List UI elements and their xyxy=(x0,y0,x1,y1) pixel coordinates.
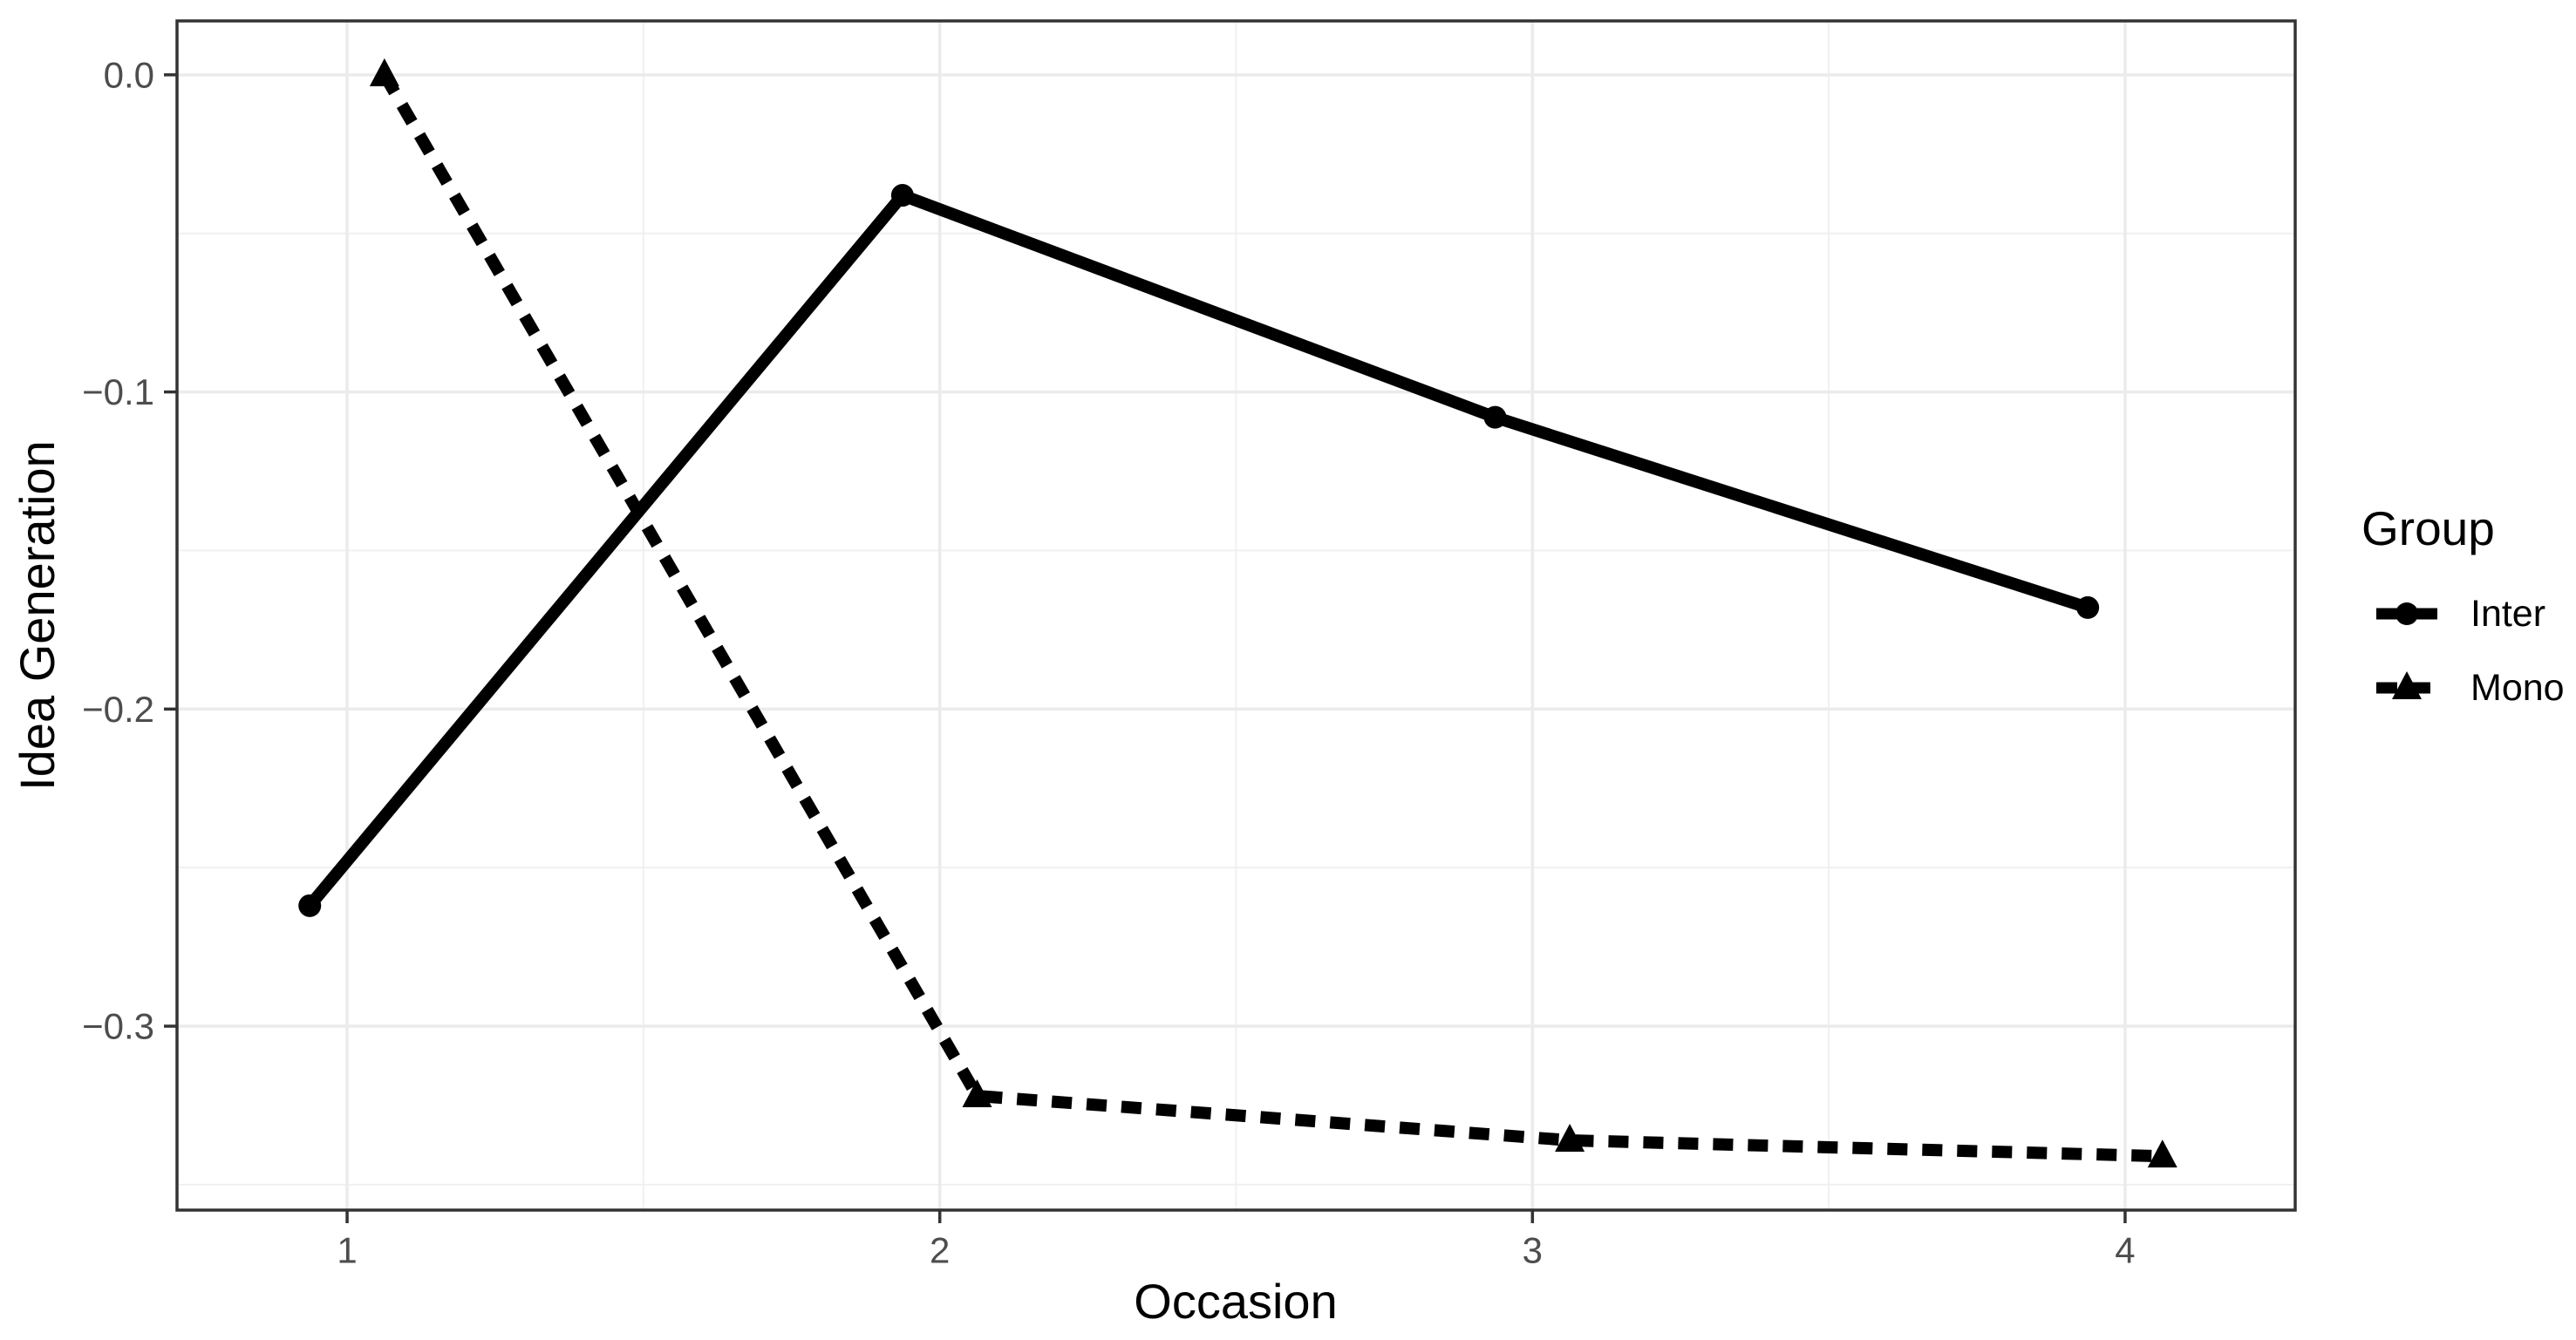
data-point-inter-occasion-3 xyxy=(1483,405,1507,429)
data-point-inter-occasion-2 xyxy=(890,184,914,207)
x-axis-title: Occasion xyxy=(1134,1274,1337,1329)
legend-label-mono: Mono xyxy=(2470,667,2565,709)
gridlines-major xyxy=(177,21,2295,1210)
data-point-inter-occasion-1 xyxy=(298,894,322,917)
axis-tick-marks xyxy=(164,73,2127,1223)
legend: Group Inter Mono xyxy=(2361,501,2565,709)
legend-entries: Inter Mono xyxy=(2376,593,2565,709)
data-series-layer xyxy=(298,58,2177,1168)
legend-entry-mono: Mono xyxy=(2376,667,2565,709)
legend-entry-inter: Inter xyxy=(2376,593,2545,635)
x-tick-label: 1 xyxy=(337,1230,357,1271)
data-point-mono-occasion-2 xyxy=(962,1079,992,1108)
data-point-mono-occasion-3 xyxy=(1555,1123,1585,1152)
y-tick-labels: 0.0 −0.1 −0.2 −0.3 xyxy=(82,54,154,1046)
series-line-mono xyxy=(378,71,2163,1163)
x-tick-label: 4 xyxy=(2115,1230,2135,1271)
y-tick-label: 0.0 xyxy=(104,54,154,95)
x-tick-label: 2 xyxy=(930,1230,950,1271)
legend-key-marker-inter xyxy=(2395,602,2418,625)
x-tick-label: 3 xyxy=(1523,1230,1543,1271)
data-point-inter-occasion-4 xyxy=(2076,595,2100,619)
legend-title: Group xyxy=(2361,501,2495,555)
gridlines-minor xyxy=(177,21,2295,1210)
legend-key-marker-mono xyxy=(2392,671,2422,699)
data-point-mono-occasion-1 xyxy=(369,58,399,86)
y-tick-label: −0.1 xyxy=(82,371,154,412)
x-tick-labels: 1 2 3 4 xyxy=(337,1230,2135,1271)
panel-border xyxy=(175,19,2297,1212)
data-point-mono-occasion-4 xyxy=(2147,1139,2177,1168)
y-axis-title: Idea Generation xyxy=(10,440,65,791)
legend-label-inter: Inter xyxy=(2470,593,2545,635)
series-line-inter xyxy=(304,187,2090,910)
y-tick-label: −0.3 xyxy=(82,1006,154,1047)
y-tick-label: −0.2 xyxy=(82,689,154,730)
